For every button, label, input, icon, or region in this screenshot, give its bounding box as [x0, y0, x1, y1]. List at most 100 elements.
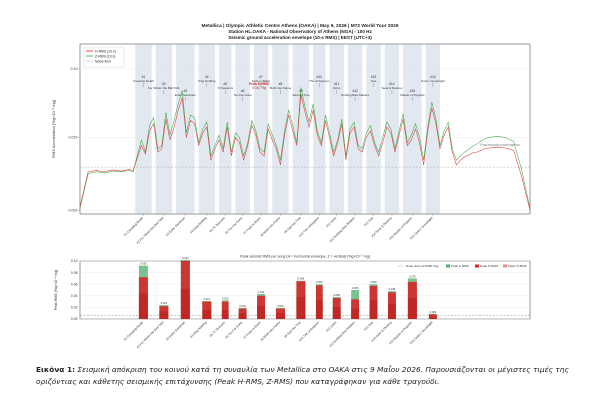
bottom-x-tick-label: #5 72 Seasons — [208, 320, 226, 338]
song-number-label: #14 — [389, 82, 395, 86]
song-band — [329, 44, 344, 214]
top-x-tick-label: #11 Orion — [325, 216, 337, 228]
bar-mean-h — [351, 308, 360, 319]
bar-mean-h — [238, 313, 247, 319]
bottom-y-tick-label: 0.00 — [71, 317, 78, 321]
song-name-label: Creeping Death — [133, 79, 154, 83]
bottom-y-tick-label: 0.06 — [71, 282, 78, 286]
top-legend: H-RMS (10 s) Z-RMS (10 s) Noise floor — [83, 46, 125, 68]
bottom-x-tick-label: #13 One — [363, 320, 374, 331]
bottom-y-axis: 0.00 0.02 0.04 0.06 0.08 0.10 — [71, 259, 78, 321]
bar-mean-h — [221, 309, 229, 319]
song-number-label: #9 — [299, 89, 303, 93]
z-rms-line — [79, 87, 531, 209]
bar-mean-h — [428, 316, 437, 319]
top-y-axis-label: RMS Acceleration [%g×10⁻³ mg] — [51, 100, 56, 158]
bottom-x-tick-label: #6 Too Far Gone — [224, 320, 243, 339]
song-name-label: Too Far Gone — [233, 93, 252, 97]
song-name-label: Seek & Destroy — [382, 86, 403, 90]
song-name-label: For Whom the Bell Tolls — [148, 86, 180, 90]
song-number-label: #1 — [142, 75, 146, 79]
song-number-label: #12 — [352, 89, 358, 93]
song-number-label: #4 — [205, 75, 209, 79]
song-name-label: Nothing Else Matters — [341, 93, 369, 97]
song-number-label: #6 — [241, 89, 245, 93]
top-x-tick-label: #1 Creeping Death — [123, 216, 144, 237]
top-y-tick-label: 0.10 — [71, 67, 78, 71]
bottom-bars: 0.092 0.024 0.102 0.031 0.032 0.019 0.043 0.019… — [138, 256, 437, 319]
top-x-tick-label: #7 Fade to Black — [242, 216, 262, 236]
song-name-label: One — [371, 79, 377, 83]
bottom-y-tick-label: 0.02 — [71, 306, 78, 310]
bar-mean-h — [257, 306, 265, 319]
bar-mean-h — [180, 288, 190, 319]
top-x-tick-label: #10 The Unforgiven — [298, 216, 320, 238]
bottom-legend-h: Peak H-RMS — [480, 264, 498, 268]
bar-value-label: 0.031 — [204, 297, 211, 301]
bottom-legend-mean: Mean H-RMS — [508, 264, 527, 268]
top-x-axis: #1 Creeping Death#2 For Whom the Bell To… — [123, 214, 434, 245]
bar-mean-h — [202, 309, 212, 319]
bar-value-label: 0.032 — [222, 296, 229, 300]
bottom-x-tick-label: #3 Enter Sandman — [165, 320, 186, 341]
figure-title-line-3: Seismic ground acceleration envelope (10… — [228, 35, 372, 40]
bar-mean-h — [332, 307, 341, 319]
bar-mean-h — [387, 303, 396, 319]
figure-title-line-2: Station HL.OAKA - National Observatory o… — [228, 29, 372, 34]
peak-highlight-label: Peak H-RMS — [249, 82, 270, 86]
top-y-tick-label: 0.015 — [69, 136, 78, 140]
figure: Metallica | Olympic Athletic Centre Athe… — [51, 23, 531, 349]
top-series — [79, 87, 531, 211]
bar-value-label: 0.038 — [333, 293, 340, 297]
bar-value-label: 0.019 — [277, 304, 284, 308]
bar-mean-h — [275, 313, 285, 319]
top-x-tick-label: #16 Outro / Goodnight — [409, 216, 434, 241]
song-band — [272, 44, 289, 214]
song-number-label: #2 — [162, 82, 166, 86]
song-band — [219, 44, 232, 214]
h-rms-line — [79, 93, 531, 211]
song-number-label: #13 — [371, 75, 377, 79]
song-band — [384, 44, 400, 214]
song-name-label: Master of Puppets — [400, 93, 425, 97]
bottom-y-tick-label: 0.04 — [71, 294, 78, 298]
bottom-x-tick-label: #8 Moth Into Flame — [259, 320, 281, 342]
bar-value-label: 0.009 — [430, 310, 437, 314]
top-x-tick-label: #8 Moth Into Flame — [259, 216, 281, 238]
bottom-y-axis-label: Peak RMS [%g×10⁻³ mg] — [54, 270, 58, 311]
bar-mean-h — [138, 293, 148, 319]
bottom-x-tick-label: #9 Sad but True — [283, 320, 302, 339]
song-band — [135, 44, 152, 214]
song-band — [313, 44, 326, 214]
bottom-x-axis: #1 Creeping Death#2 For Whom the Bell To… — [123, 320, 434, 349]
song-name-label: The Unforgiven — [309, 79, 330, 83]
bottom-legend: Noise floor (0.0066 %g) Peak Z-RMS Peak … — [398, 264, 527, 268]
song-band — [253, 44, 269, 214]
song-number-label: #11 — [334, 82, 339, 86]
top-x-tick-label: #5 72 Seasons — [208, 216, 226, 234]
top-x-tick-label: #9 Sad but True — [283, 216, 302, 235]
bar-value-label: 0.060 — [316, 280, 323, 284]
top-x-tick-label: #6 Too Far Gone — [224, 216, 243, 235]
bottom-panel: Peak seismic RMS per song (H = horizonta… — [54, 255, 531, 349]
song-name-label: King Nothing — [198, 79, 216, 83]
song-number-label: #7 — [259, 75, 263, 79]
bar-value-label: 0.102 — [182, 256, 189, 260]
song-band — [403, 44, 422, 214]
egress-annotation: Post-encore crowd egress — [480, 143, 520, 147]
song-name-label: Moth Into Flame — [270, 86, 292, 90]
top-x-tick-label: #3 Enter Sandman — [165, 216, 186, 237]
bottom-x-tick-label: #16 Outro / Goodnight — [409, 320, 434, 345]
song-number-label: #5 — [223, 82, 227, 86]
bar-mean-h — [315, 300, 323, 319]
bottom-x-tick-label: #10 The Unforgiven — [298, 320, 320, 342]
bottom-y-tick-label: 0.10 — [71, 259, 78, 263]
figure-title-line-1: Metallica | Olympic Athletic Centre Athe… — [201, 23, 398, 29]
song-band — [425, 44, 440, 214]
top-grid — [80, 68, 530, 211]
song-name-label: Enter Sandman — [175, 93, 196, 97]
bar-mean-h — [369, 300, 378, 319]
song-number-label: #16 — [430, 75, 436, 79]
bar-value-label: 0.092 — [140, 262, 147, 266]
